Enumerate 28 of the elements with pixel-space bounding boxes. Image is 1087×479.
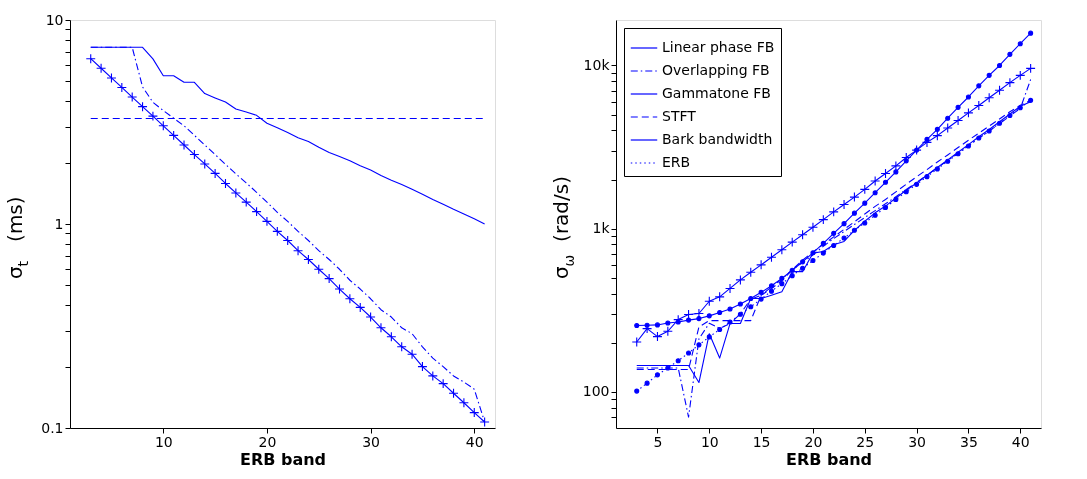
x-tick-label: 15 <box>752 433 771 450</box>
x-tick-label: 10 <box>154 433 173 450</box>
x-tick-label: 10 <box>700 433 719 450</box>
x-tick-label: 40 <box>1011 433 1030 450</box>
x-tick-label: 30 <box>908 433 927 450</box>
y-tick-label: 10 <box>45 11 64 28</box>
y-axis-title: σω (rad/s) <box>549 175 577 279</box>
x-tick-label: 40 <box>465 433 484 450</box>
x-tick-label: 35 <box>960 433 978 450</box>
legend-label: ERB <box>662 154 691 170</box>
legend-label: Linear phase FB <box>662 39 775 55</box>
x-tick-label: 25 <box>856 433 875 450</box>
legend-label: Overlapping FB <box>662 62 770 78</box>
x-tick-label: 20 <box>804 433 823 450</box>
y-tick-label: 10k <box>583 56 611 73</box>
y-tick-label: 100 <box>582 383 610 400</box>
x-tick-label: 30 <box>362 433 381 450</box>
x-tick-label: 20 <box>258 433 277 450</box>
x-axis-title: ERB band <box>785 449 873 469</box>
y-tick-label: 1k <box>592 220 611 237</box>
legend-label: Bark bandwidth <box>662 131 773 147</box>
x-tick-label: 5 <box>653 433 663 450</box>
y-tick-label: 1 <box>54 215 64 232</box>
legend-label: STFT <box>662 108 697 124</box>
x-axis-title: ERB band <box>239 449 327 469</box>
legend-label: Gammatone FB <box>662 85 771 101</box>
text: σt (ms) <box>3 196 31 279</box>
y-tick-label: 0.1 <box>41 419 64 436</box>
